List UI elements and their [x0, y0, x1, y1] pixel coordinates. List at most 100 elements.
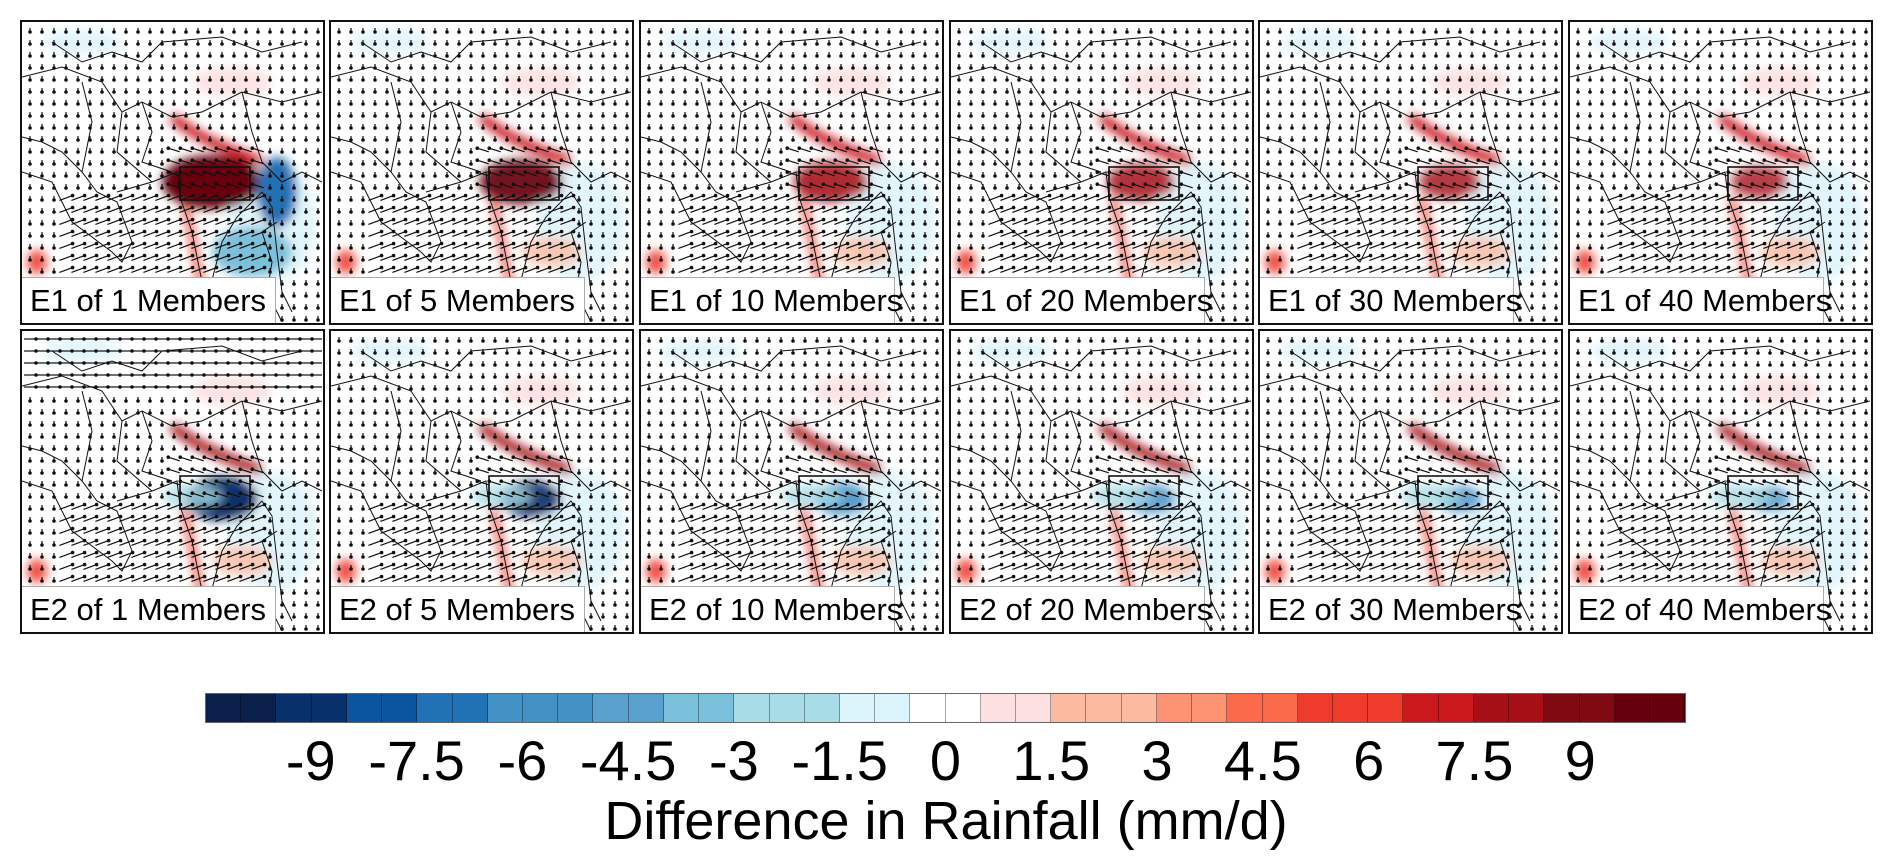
- colorbar-tick-label: -3: [709, 729, 759, 792]
- map-panel: E1 of 10 Members: [639, 20, 944, 325]
- panel-label: E1 of 1 Members: [22, 277, 276, 323]
- region-box: [1727, 475, 1799, 510]
- colorbar-box: [1473, 694, 1510, 722]
- colorbar-tick-label: -1.5: [791, 729, 888, 792]
- colorbar-tick-label: -9: [285, 729, 336, 792]
- colorbar-box: [1297, 694, 1333, 722]
- colorbar-box: [628, 694, 664, 722]
- wind-vectors: [337, 28, 629, 322]
- colorbar-box: [945, 694, 981, 722]
- colorbar-tick-label: -7.5: [368, 729, 465, 792]
- colorbar-tick-label: 3: [1141, 729, 1173, 792]
- rainfall-difference-map: [641, 337, 941, 631]
- colorbar-box: [734, 694, 770, 722]
- wind-vectors: [1266, 337, 1558, 631]
- colorbar-box: [1509, 694, 1545, 722]
- colorbar-box: [1156, 694, 1193, 722]
- region-box: [179, 166, 251, 201]
- rainfall-shading: [27, 30, 317, 291]
- map-panel: E1 of 20 Members: [949, 20, 1254, 325]
- map-panel: E2 of 30 Members: [1258, 329, 1563, 634]
- colorbar-tick-label: 6: [1353, 729, 1385, 792]
- coastlines: [1570, 36, 1870, 322]
- panel-label: E1 of 20 Members: [951, 277, 1212, 323]
- wind-vectors: [957, 28, 1249, 322]
- panel-label: E2 of 1 Members: [22, 586, 276, 632]
- colorbar-box: [593, 694, 629, 722]
- region-box: [488, 475, 560, 510]
- map-panel: E1 of 40 Members: [1568, 20, 1873, 325]
- region-box: [488, 166, 560, 201]
- colorbar-box: [1579, 694, 1615, 722]
- colorbar: [205, 693, 1686, 723]
- colorbar-box: [346, 694, 383, 722]
- colorbar-tick-label: -4.5: [579, 729, 677, 792]
- panel-label: E1 of 30 Members: [1260, 277, 1521, 323]
- panel-label: E2 of 30 Members: [1260, 586, 1521, 632]
- rainfall-difference-map: [331, 28, 631, 322]
- coastlines: [951, 345, 1251, 631]
- colorbar-box: [1086, 694, 1122, 722]
- colorbar-box: [1544, 694, 1580, 722]
- map-panel: E1 of 1 Members: [20, 20, 325, 325]
- colorbar-box: [699, 694, 735, 722]
- colorbar-box: [382, 694, 418, 722]
- colorbar-box: [910, 694, 946, 722]
- colorbar-box: [276, 694, 312, 722]
- rainfall-shading: [27, 339, 317, 600]
- colorbar-title: Difference in Rainfall (mm/d): [604, 791, 1288, 851]
- region-box: [1727, 166, 1799, 201]
- panel-label: E1 of 10 Members: [641, 277, 902, 323]
- colorbar-box: [522, 694, 559, 722]
- colorbar-box: [769, 694, 805, 722]
- colorbar-box: [311, 694, 347, 722]
- colorbar-box: [1051, 694, 1087, 722]
- map-panel: E1 of 30 Members: [1258, 20, 1563, 325]
- colorbar-tick-label: 0: [929, 729, 962, 792]
- map-panel: E2 of 40 Members: [1568, 329, 1873, 634]
- region-box: [179, 475, 251, 510]
- rainfall-difference-map: [1260, 337, 1560, 631]
- colorbar-tick-label: 7.5: [1435, 729, 1514, 792]
- colorbar-box: [1614, 694, 1650, 722]
- map-panel: E2 of 1 Members: [20, 329, 325, 634]
- region-box: [1417, 166, 1489, 201]
- colorbar-box: [1438, 694, 1474, 722]
- colorbar-box: [1403, 694, 1439, 722]
- coastlines: [22, 345, 322, 631]
- colorbar-box: [487, 694, 523, 722]
- region-box: [798, 166, 870, 201]
- colorbar-box: [1016, 694, 1052, 722]
- colorbar-box: [663, 694, 700, 722]
- map-panel: E2 of 10 Members: [639, 329, 944, 634]
- colorbar-box: [1227, 694, 1263, 722]
- colorbar-box: [452, 694, 488, 722]
- panel-label: E2 of 5 Members: [331, 586, 585, 632]
- colorbar-box: [804, 694, 840, 722]
- map-panel: E2 of 5 Members: [329, 329, 634, 634]
- panel-label: E1 of 5 Members: [331, 277, 585, 323]
- panel-label: E2 of 10 Members: [641, 586, 902, 632]
- rainfall-difference-map: [641, 28, 941, 322]
- region-box: [1417, 475, 1489, 510]
- colorbar-box: [1333, 694, 1369, 722]
- rainfall-difference-map: [951, 28, 1251, 322]
- map-panel: E2 of 20 Members: [949, 329, 1254, 634]
- colorbar-tick-label: 1.5: [1012, 729, 1091, 792]
- rainfall-difference-map: [22, 28, 322, 322]
- colorbar-box: [241, 694, 277, 722]
- colorbar-tick-label: 4.5: [1223, 729, 1302, 792]
- colorbar-box: [875, 694, 911, 722]
- colorbar-box: [980, 694, 1017, 722]
- region-box: [1108, 166, 1180, 201]
- colorbar-box: [1368, 694, 1404, 722]
- colorbar-box: [558, 694, 594, 722]
- colorbar-box: [1121, 694, 1157, 722]
- colorbar-box: [839, 694, 876, 722]
- colorbar-box: [1649, 694, 1686, 722]
- map-panel: E1 of 5 Members: [329, 20, 634, 325]
- colorbar-tick-label: -6: [497, 729, 548, 792]
- rainfall-difference-map: [1570, 28, 1870, 322]
- panel-label: E1 of 40 Members: [1570, 277, 1831, 323]
- rainfall-difference-map: [951, 337, 1251, 631]
